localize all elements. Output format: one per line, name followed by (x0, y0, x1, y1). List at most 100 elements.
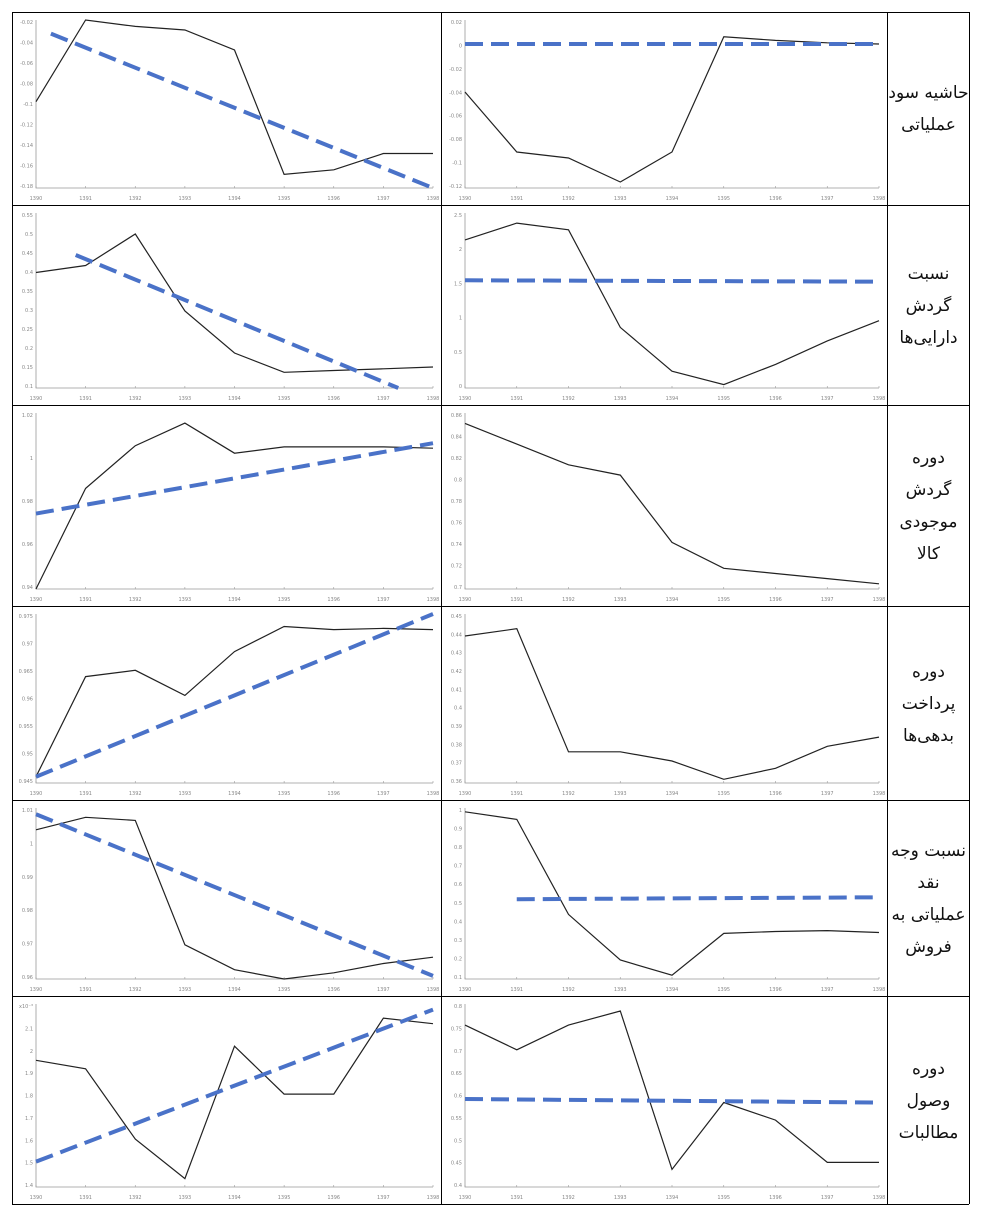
y-tick-label: 0.97 (22, 942, 33, 948)
x-tick-label: 1396 (769, 791, 782, 797)
y-tick-label: 0.6 (454, 882, 462, 888)
x-tick-label: 1391 (79, 1195, 92, 1201)
y-tick-label: -0.18 (20, 184, 33, 190)
y-tick-label: 0.45 (451, 1161, 462, 1167)
y-tick-label: 1 (459, 808, 462, 814)
y-tick-label: 0.84 (451, 435, 462, 441)
y-tick-label: 0.45 (451, 614, 462, 620)
y-tick-label: 0.98 (22, 908, 33, 914)
x-tick-label: 1393 (614, 791, 627, 797)
row-label-line: دوره (912, 448, 945, 468)
row-label-2: دوره گردش موجودی کالا (888, 406, 969, 606)
y-tick-label: 0.44 (451, 632, 462, 638)
y-tick-label: -0.02 (449, 67, 462, 73)
x-tick-label: 1394 (228, 987, 241, 993)
data-series-line (464, 1010, 879, 1171)
y-tick-label: 0.4 (454, 1183, 462, 1189)
y-tick-label: 0.42 (451, 669, 462, 675)
x-tick-label: 1395 (717, 987, 730, 993)
x-tick-label: 1394 (666, 1195, 679, 1201)
x-tick-label: 1397 (821, 196, 834, 202)
y-tick-label: 1.4 (25, 1183, 33, 1189)
right-chart-row-2: 1390 1391 1392 1393 1394 1395 1396 1397 1398 0.86… (443, 407, 885, 605)
x-tick-label: 1397 (821, 987, 834, 993)
y-tick-label: 0.2 (454, 956, 462, 962)
x-tick-label: 1396 (769, 196, 782, 202)
chart-left-row-0: 1390 1391 1392 1393 1394 1395 1396 1397 1398 -0.0… (20, 19, 439, 202)
y-tick-label: 2 (459, 247, 462, 253)
table-column-border (969, 12, 970, 1204)
y-tick-label: 1.6 (25, 1138, 33, 1144)
x-tick-label: 1396 (769, 1195, 782, 1201)
left-chart-row-3: 1390 1391 1392 1393 1394 1395 1396 1397 1398 0.97… (14, 608, 439, 799)
row-label-line: عملیاتی (901, 115, 956, 135)
x-tick-label: 1392 (562, 396, 575, 402)
y-tick-label: 0.95 (22, 752, 33, 758)
chart-axes (464, 213, 879, 389)
chart-axes (464, 614, 879, 784)
x-tick-label: 1398 (873, 791, 885, 797)
data-series-line (35, 233, 434, 373)
chart-axes (35, 1004, 433, 1188)
data-series-line (35, 625, 434, 777)
row-label-line: بدهی‌ها (903, 725, 954, 746)
right-chart-row-5: 1390 1391 1392 1393 1394 1395 1396 1397 1398 0.8 0… (443, 998, 885, 1203)
y-tick-label: -0.08 (20, 82, 33, 88)
x-tick-label: 1394 (666, 987, 679, 993)
y-tick-label: 1.02 (22, 413, 33, 419)
y-tick-label: 0.55 (451, 1116, 462, 1122)
trend-line (35, 441, 434, 516)
x-tick-label: 1398 (873, 987, 885, 993)
trend-line (35, 812, 434, 978)
table-column-border (887, 12, 888, 1204)
x-tick-label: 1396 (327, 987, 340, 993)
y-tick-label: 0.74 (451, 542, 462, 548)
y-tick-label: 0.8 (454, 845, 462, 851)
x-tick-label: 1395 (717, 791, 730, 797)
x-tick-label: 1392 (129, 196, 142, 202)
x-tick-label: 1395 (278, 1195, 291, 1201)
x-tick-label: 1398 (427, 1195, 439, 1201)
left-chart-row-1: 1390 1391 1392 1393 1394 1395 1396 1397 1398 0.55… (14, 207, 439, 404)
x-tick-label: 1391 (79, 987, 92, 993)
y-tick-label: 0.02 (451, 20, 462, 26)
x-tick-label: 1391 (79, 597, 92, 603)
x-tick-label: 1392 (129, 791, 142, 797)
x-tick-label: 1398 (873, 597, 885, 603)
chart-right-row-0: 1390 1391 1392 1393 1394 1395 1396 1397 1398 0.02… (449, 20, 885, 202)
table-row-border (12, 205, 969, 206)
trend-line (464, 1097, 880, 1105)
y-tick-label: 0.75 (451, 1026, 462, 1032)
x-tick-label: 1392 (562, 1195, 575, 1201)
left-chart-row-0: 1390 1391 1392 1393 1394 1395 1396 1397 1398 -0.0… (14, 14, 439, 204)
y-tick-label: 0.94 (22, 585, 33, 591)
x-tick-label: 1393 (614, 1195, 627, 1201)
y-tick-label: 0.86 (451, 413, 462, 419)
y-tick-label: 0.4 (454, 706, 462, 712)
row-label-line: کالا (917, 544, 940, 564)
chart-left-row-2: 1390 1391 1392 1393 1394 1395 1396 1397 1398 1.02… (22, 413, 439, 603)
left-chart-row-2: 1390 1391 1392 1393 1394 1395 1396 1397 1398 1.02… (14, 407, 439, 605)
x-tick-label: 1394 (666, 196, 679, 202)
y-tick-label: 1.7 (25, 1116, 33, 1122)
data-series-line (464, 422, 880, 585)
left-chart-row-5: 1390 1391 1392 1393 1394 1395 1396 1397 1398 x10⁻… (14, 998, 439, 1203)
y-tick-label: -0.16 (20, 164, 33, 170)
row-label-0: حاشیه سود عملیاتی (888, 13, 969, 205)
y-tick-label: 1.5 (454, 281, 462, 287)
x-tick-label: 1390 (30, 987, 43, 993)
x-tick-label: 1393 (179, 791, 192, 797)
x-tick-label: 1396 (327, 396, 340, 402)
y-tick-label: 1.8 (25, 1094, 33, 1100)
row-label-line: مطالبات (898, 1122, 959, 1143)
y-tick-label: 0.25 (22, 327, 33, 333)
row-label-line: نسبت (907, 263, 950, 284)
y-tick-label: -0.06 (20, 61, 33, 67)
x-tick-label: 1392 (562, 987, 575, 993)
y-tick-label: 0.1 (25, 384, 33, 390)
row-label-line: گردش (905, 480, 952, 500)
y-tick-label: -0.14 (20, 143, 33, 149)
y-tick-label: 0.39 (451, 724, 462, 730)
y-tick-label: 0.45 (22, 251, 33, 257)
y-tick-label: 0 (459, 43, 462, 49)
